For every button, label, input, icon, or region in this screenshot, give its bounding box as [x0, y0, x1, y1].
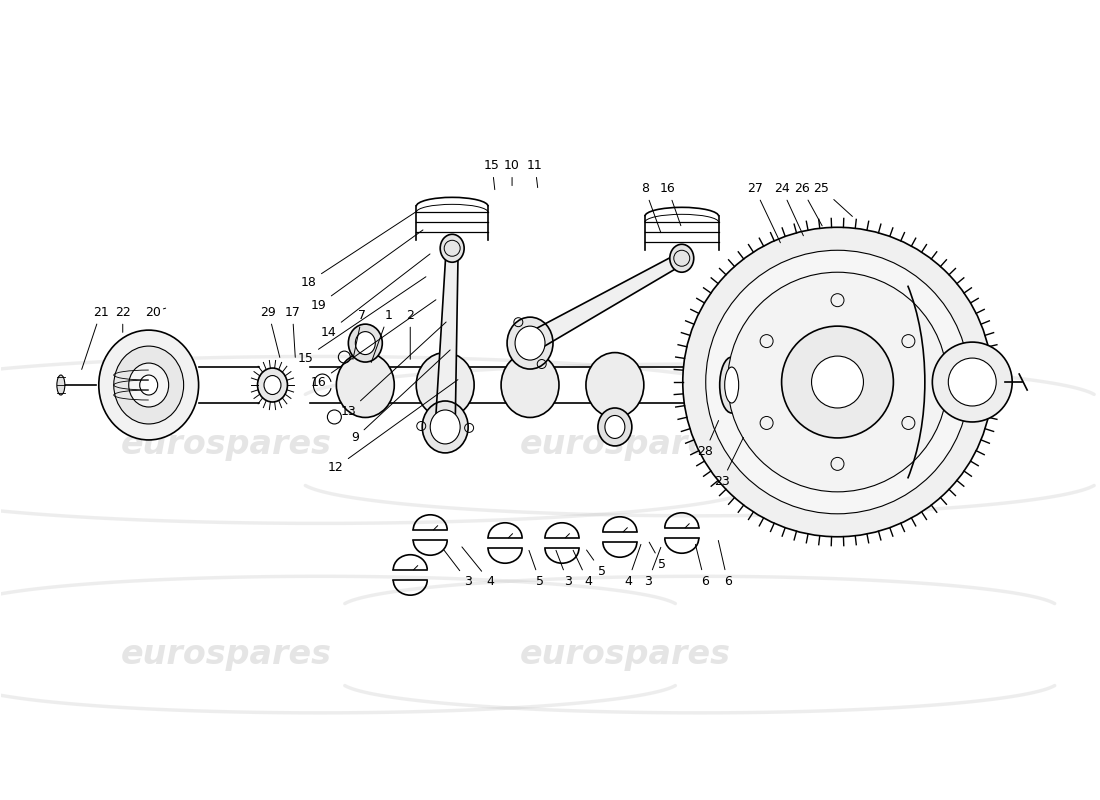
Ellipse shape	[337, 353, 394, 418]
Ellipse shape	[428, 408, 462, 446]
Circle shape	[812, 356, 864, 408]
Text: 11: 11	[527, 159, 543, 188]
Text: 17: 17	[285, 306, 300, 358]
Ellipse shape	[436, 415, 455, 438]
Text: 22: 22	[114, 306, 131, 332]
Text: 19: 19	[310, 230, 424, 312]
Ellipse shape	[598, 408, 631, 446]
Circle shape	[706, 250, 969, 514]
Ellipse shape	[670, 244, 694, 272]
Text: 28: 28	[696, 421, 718, 458]
Text: 21: 21	[81, 306, 109, 370]
Text: 16: 16	[310, 300, 436, 389]
Text: 9: 9	[351, 350, 450, 445]
Ellipse shape	[113, 346, 184, 424]
Ellipse shape	[502, 353, 559, 418]
Ellipse shape	[349, 324, 383, 362]
Ellipse shape	[416, 353, 474, 418]
Circle shape	[948, 358, 997, 406]
Text: 15: 15	[297, 277, 426, 365]
Ellipse shape	[264, 375, 280, 394]
Circle shape	[933, 342, 1012, 422]
Text: 5: 5	[529, 550, 544, 588]
Text: 26: 26	[794, 182, 822, 226]
Text: 10: 10	[504, 159, 520, 186]
Text: 15: 15	[484, 159, 500, 190]
Text: 5: 5	[649, 542, 666, 571]
Text: 6: 6	[695, 545, 708, 588]
Text: eurospares: eurospares	[121, 429, 332, 462]
Text: 3: 3	[644, 547, 661, 588]
Ellipse shape	[57, 375, 65, 395]
Text: 3: 3	[556, 550, 572, 588]
Text: 12: 12	[328, 380, 458, 474]
Text: 4: 4	[573, 550, 592, 588]
Ellipse shape	[355, 332, 375, 354]
Ellipse shape	[507, 317, 553, 369]
Text: 16: 16	[660, 182, 681, 226]
Ellipse shape	[99, 330, 199, 440]
Text: eurospares: eurospares	[520, 429, 732, 462]
Polygon shape	[436, 248, 459, 427]
Text: 24: 24	[773, 182, 803, 236]
Text: 20: 20	[145, 306, 166, 318]
Text: 8: 8	[641, 182, 661, 233]
Ellipse shape	[586, 353, 644, 418]
Text: 4: 4	[624, 544, 641, 588]
Ellipse shape	[140, 375, 157, 395]
Text: 25: 25	[814, 182, 852, 217]
Ellipse shape	[520, 332, 540, 354]
Text: 1: 1	[372, 309, 393, 362]
Text: eurospares: eurospares	[520, 638, 732, 671]
Circle shape	[683, 227, 992, 537]
Circle shape	[782, 326, 893, 438]
Text: 5: 5	[586, 550, 606, 578]
Text: 27: 27	[747, 182, 780, 242]
Ellipse shape	[725, 367, 739, 403]
Ellipse shape	[129, 363, 168, 407]
Text: 2: 2	[406, 309, 415, 359]
Ellipse shape	[440, 234, 464, 262]
Text: eurospares: eurospares	[121, 638, 332, 671]
Text: 3: 3	[444, 550, 472, 588]
Ellipse shape	[605, 415, 625, 438]
Ellipse shape	[257, 368, 287, 402]
Ellipse shape	[422, 401, 469, 453]
Text: 7: 7	[353, 309, 366, 359]
Text: 6: 6	[718, 541, 732, 588]
Polygon shape	[525, 253, 684, 352]
Text: 13: 13	[341, 322, 447, 418]
Circle shape	[728, 272, 947, 492]
Ellipse shape	[513, 324, 547, 362]
Ellipse shape	[515, 326, 544, 360]
Ellipse shape	[430, 410, 460, 444]
Text: 23: 23	[714, 438, 744, 488]
Text: 29: 29	[261, 306, 279, 358]
Text: 14: 14	[320, 254, 430, 338]
Ellipse shape	[719, 357, 744, 413]
Text: 18: 18	[300, 212, 416, 289]
Text: 4: 4	[462, 547, 494, 588]
